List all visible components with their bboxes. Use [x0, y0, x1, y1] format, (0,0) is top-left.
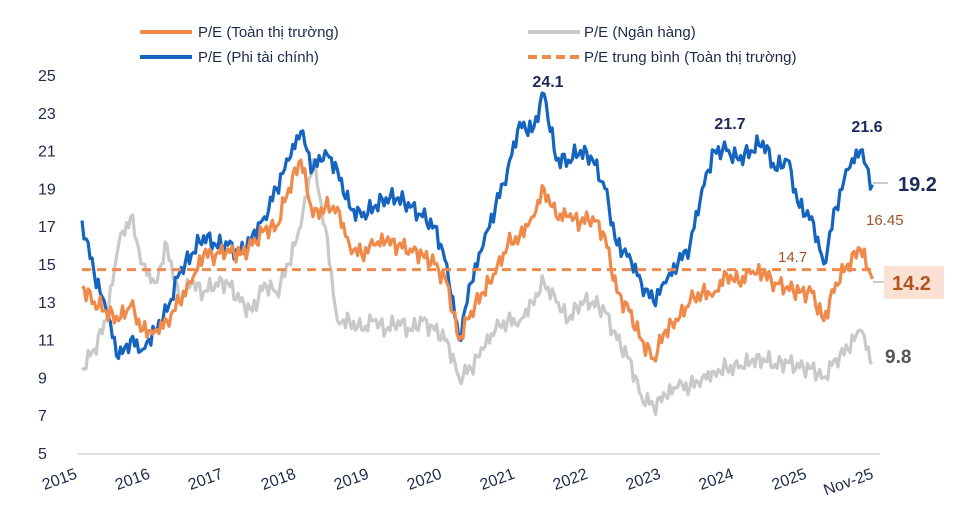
x-tick-label: 2016 [113, 466, 152, 494]
highlight-box-14-2 [884, 266, 944, 299]
y-axis: 5 7 9 11 13 15 17 19 21 23 25 [38, 68, 56, 463]
label-peak-2021: 24.1 [532, 74, 563, 91]
annotations: 24.1 21.7 21.6 19.2 16.45 14.7 14.2 9.8 [532, 74, 944, 368]
legend-label-ngan-hang: P/E (Ngân hàng) [584, 24, 696, 41]
x-tick-label: 2024 [697, 466, 736, 494]
y-tick-label: 15 [38, 257, 56, 274]
label-max-toan-thi-truong: 16.45 [866, 212, 904, 229]
label-average: 14.7 [778, 249, 807, 266]
x-tick-label: Nov-25 [821, 466, 875, 500]
x-axis: 2015 2016 2017 2018 2019 2020 2021 2022 2023 2024… [40, 466, 876, 500]
y-tick-label: 11 [38, 333, 55, 350]
y-tick-label: 5 [38, 446, 47, 463]
label-peak-2025: 21.6 [851, 119, 882, 136]
label-peak-2024: 21.7 [714, 116, 745, 133]
x-tick-label: 2021 [478, 466, 517, 494]
x-tick-label: 2015 [40, 466, 79, 494]
y-tick-label: 9 [38, 370, 47, 387]
legend-label-trung-binh: P/E trung bình (Toàn thị trường) [584, 49, 796, 66]
label-last-phi-tai-chinh: 19.2 [898, 174, 937, 196]
legend-label-toan-thi-truong: P/E (Toàn thị trường) [198, 24, 339, 41]
x-tick-label: 2019 [332, 466, 371, 494]
series-line-0 [81, 158, 874, 363]
series-line-2 [80, 91, 874, 361]
series-lines [80, 91, 874, 416]
x-tick-label: 2018 [259, 466, 298, 494]
x-tick-label: 2020 [405, 466, 444, 494]
label-last-ngan-hang: 9.8 [885, 347, 911, 368]
y-tick-label: 19 [38, 181, 56, 198]
y-tick-label: 21 [38, 144, 56, 161]
x-tick-label: 2022 [551, 466, 590, 494]
label-last-toan-thi-truong: 14.2 [892, 273, 931, 295]
y-tick-label: 7 [38, 408, 47, 425]
legend-label-phi-tai-chinh: P/E (Phi tài chính) [198, 49, 319, 66]
legend: P/E (Toàn thị trường) P/E (Ngân hàng) P/… [140, 24, 796, 66]
x-tick-label: 2017 [186, 466, 225, 494]
y-tick-label: 13 [38, 295, 56, 312]
y-tick-label: 17 [38, 219, 56, 236]
x-tick-label: 2025 [770, 466, 809, 494]
y-tick-label: 23 [38, 106, 56, 123]
y-tick-label: 25 [38, 68, 56, 85]
x-tick-label: 2023 [624, 466, 663, 494]
series-line-1 [81, 158, 873, 416]
